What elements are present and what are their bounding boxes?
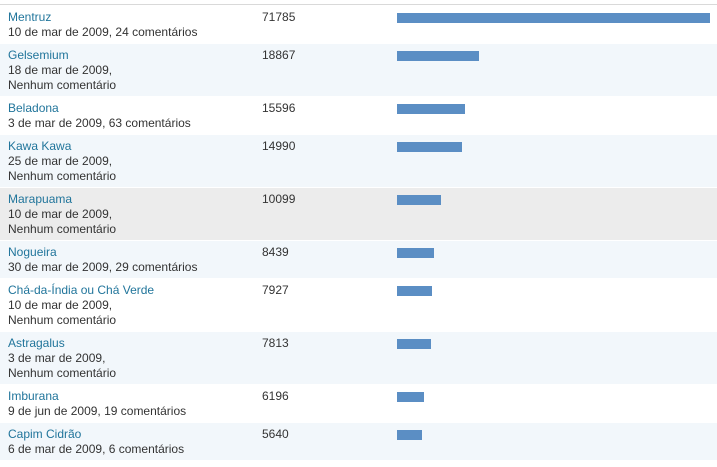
table-row: Kawa Kawa 25 de mar de 2009, Nenhum coment… (0, 135, 717, 188)
views-bar-track (397, 430, 710, 440)
post-title-cell: Kawa Kawa 25 de mar de 2009, Nenhum coment… (8, 139, 248, 184)
post-views-count: 8439 (262, 245, 289, 259)
post-views-count: 15596 (262, 101, 296, 115)
post-title-link[interactable]: Kawa Kawa (8, 139, 72, 153)
post-views-count: 6196 (262, 389, 289, 403)
views-bar-track (397, 248, 710, 258)
post-views-count: 18867 (262, 48, 296, 62)
post-views-count: 14990 (262, 139, 296, 153)
views-bar-track (397, 392, 710, 402)
views-bar-track (397, 13, 710, 23)
table-row: Nogueira 30 de mar de 2009, 29 comentário… (0, 241, 717, 279)
views-bar (397, 51, 479, 61)
post-date-comments: 6 de mar de 2009, 6 comentários (8, 442, 185, 456)
post-title-link[interactable]: Mentruz (8, 10, 52, 24)
top-divider (0, 0, 717, 6)
views-bar (397, 339, 431, 349)
views-bar (397, 430, 422, 440)
post-title-link[interactable]: Marapuama (8, 192, 73, 206)
post-date-comments: 18 de mar de 2009, (8, 63, 113, 77)
post-date-comments: 10 de mar de 2009, 24 comentários (8, 25, 198, 39)
post-title-cell: Astragalus 3 de mar de 2009, Nenhum coment… (8, 336, 248, 381)
post-views-count: 7813 (262, 336, 289, 350)
post-title-cell: Chá-da-Índia ou Chá Verde 10 de mar de 20… (8, 283, 248, 328)
post-date-comments: 30 de mar de 2009, 29 comentários (8, 260, 198, 274)
table-row: Chá-da-Índia ou Chá Verde 10 de mar de 20… (0, 279, 717, 332)
post-title-cell: Nogueira 30 de mar de 2009, 29 comentário… (8, 245, 248, 275)
post-title-cell: Imburana 9 de jun de 2009, 19 comentários (8, 389, 248, 419)
post-title-link[interactable]: Imburana (8, 389, 59, 403)
views-bar (397, 248, 434, 258)
post-title-cell: Capim Cidrão 6 de mar de 2009, 6 comentár… (8, 427, 248, 457)
top-posts-table: Mentruz 10 de mar de 2009, 24 comentários… (0, 6, 717, 461)
views-bar (397, 142, 462, 152)
post-views-count: 10099 (262, 192, 296, 206)
post-date-comments: 9 de jun de 2009, 19 comentários (8, 404, 187, 418)
post-comments-count: Nenhum comentário (8, 313, 117, 327)
post-date-comments: 3 de mar de 2009, (8, 351, 106, 365)
post-title-link[interactable]: Nogueira (8, 245, 57, 259)
post-title-link[interactable]: Capim Cidrão (8, 427, 82, 441)
views-bar-track (397, 142, 710, 152)
post-views-count: 5640 (262, 427, 289, 441)
post-title-cell: Marapuama 10 de mar de 2009, Nenhum coment… (8, 192, 248, 237)
table-row: Capim Cidrão 6 de mar de 2009, 6 comentár… (0, 423, 717, 461)
views-bar (397, 104, 465, 114)
views-bar-track (397, 286, 710, 296)
post-date-comments: 25 de mar de 2009, (8, 154, 113, 168)
post-title-cell: Beladona 3 de mar de 2009, 63 comentários (8, 101, 248, 131)
table-row: Mentruz 10 de mar de 2009, 24 comentários… (0, 6, 717, 44)
post-views-count: 71785 (262, 10, 296, 24)
post-date-comments: 10 de mar de 2009, (8, 207, 113, 221)
views-bar-track (397, 51, 710, 61)
post-title-link[interactable]: Astragalus (8, 336, 65, 350)
post-comments-count: Nenhum comentário (8, 366, 117, 380)
post-title-cell: Mentruz 10 de mar de 2009, 24 comentários (8, 10, 248, 40)
views-bar-track (397, 104, 710, 114)
post-views-count: 7927 (262, 283, 289, 297)
views-bar (397, 13, 710, 23)
views-bar (397, 195, 441, 205)
views-bar-track (397, 339, 710, 349)
views-bar-track (397, 195, 710, 205)
post-title-link[interactable]: Beladona (8, 101, 59, 115)
post-comments-count: Nenhum comentário (8, 78, 117, 92)
post-date-comments: 10 de mar de 2009, (8, 298, 113, 312)
post-date-comments: 3 de mar de 2009, 63 comentários (8, 116, 191, 130)
post-comments-count: Nenhum comentário (8, 169, 117, 183)
post-comments-count: Nenhum comentário (8, 222, 117, 236)
post-title-link[interactable]: Chá-da-Índia ou Chá Verde (8, 283, 155, 297)
views-bar (397, 286, 432, 296)
table-row: Beladona 3 de mar de 2009, 63 comentários… (0, 97, 717, 135)
views-bar (397, 392, 424, 402)
table-row: Marapuama 10 de mar de 2009, Nenhum coment… (0, 188, 717, 241)
table-row: Imburana 9 de jun de 2009, 19 comentários… (0, 385, 717, 423)
post-title-link[interactable]: Gelsemium (8, 48, 69, 62)
post-title-cell: Gelsemium 18 de mar de 2009, Nenhum coment… (8, 48, 248, 93)
table-row: Gelsemium 18 de mar de 2009, Nenhum coment… (0, 44, 717, 97)
table-row: Astragalus 3 de mar de 2009, Nenhum coment… (0, 332, 717, 385)
